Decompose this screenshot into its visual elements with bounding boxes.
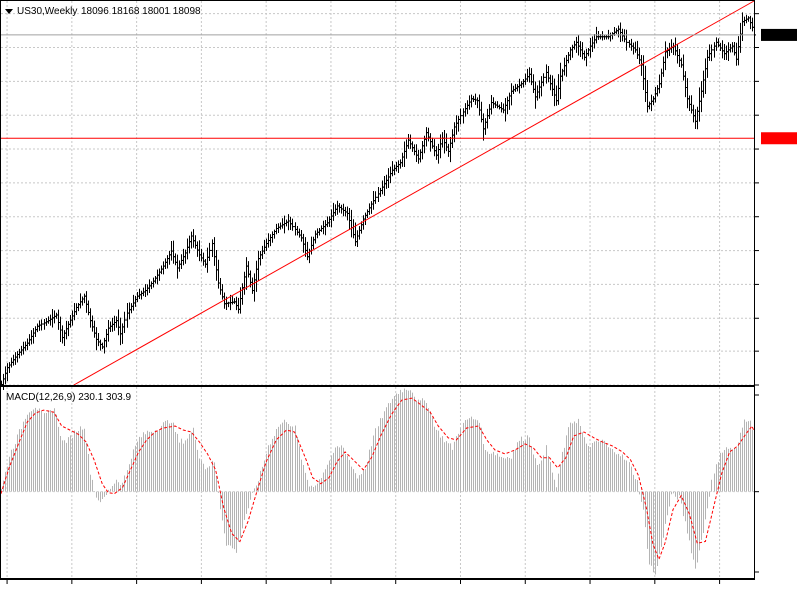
time-axis [6,579,721,584]
last-price-tag [761,28,797,41]
macd-signal-line [0,397,755,561]
macd-signal-path [0,397,755,561]
ohlc-label: 18096 18168 18001 18098 [81,6,201,17]
macd-histogram [1,388,755,575]
macd-axis [755,394,759,573]
chart-overlays[interactable] [1,0,755,386]
price-grid [1,1,754,386]
level-price-tag [761,132,797,145]
macd-label: MACD(12,26,9) 230.1 303.9 [6,392,132,403]
price-bars [0,12,756,390]
symbol-label: US30,Weekly [17,6,77,17]
price-axis [755,13,797,386]
trendline [73,0,755,386]
price-panel-frame [0,0,755,386]
chart-menu-triangle-icon[interactable] [5,9,13,14]
macd-panel-frame [0,386,755,579]
